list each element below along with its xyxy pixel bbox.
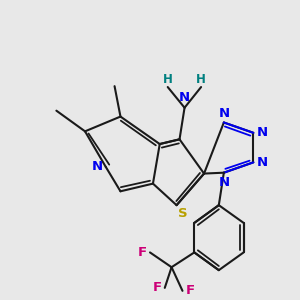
Text: F: F [185, 284, 195, 297]
Text: N: N [218, 176, 230, 189]
Text: H: H [196, 73, 206, 85]
Text: N: N [92, 160, 103, 173]
Text: S: S [178, 207, 188, 220]
Text: N: N [218, 106, 230, 119]
Text: F: F [138, 246, 147, 259]
Text: N: N [256, 126, 267, 139]
Text: N: N [179, 91, 190, 104]
Text: F: F [153, 281, 162, 294]
Text: H: H [163, 73, 173, 85]
Text: N: N [256, 156, 267, 169]
